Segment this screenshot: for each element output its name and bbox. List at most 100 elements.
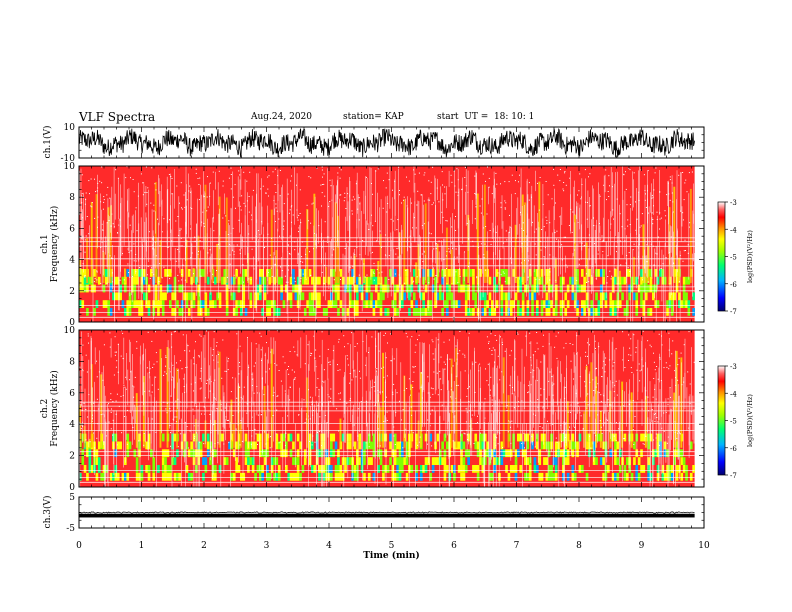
psd-speck	[682, 260, 684, 262]
psd-streak	[566, 401, 569, 448]
psd-cell	[685, 465, 688, 473]
psd-cell	[670, 472, 674, 481]
psd-speck	[640, 169, 642, 171]
psd-cell	[259, 276, 262, 285]
psd-cell	[277, 308, 281, 316]
psd-speck	[418, 172, 420, 174]
psd-speck	[103, 441, 105, 443]
psd-cell	[240, 276, 243, 285]
psd-cell	[301, 276, 305, 285]
psd-speck	[459, 331, 461, 332]
psd-cell	[675, 449, 679, 458]
psd-speck	[253, 365, 255, 367]
psd-speck	[465, 408, 467, 410]
psd-cell	[320, 433, 324, 442]
psd-speck	[466, 223, 468, 225]
psd-cell	[121, 300, 125, 308]
psd-streak	[185, 239, 188, 283]
psd-speck	[349, 399, 351, 401]
psd-speck	[165, 408, 167, 410]
psd-cell	[647, 284, 650, 293]
psd-speck	[677, 364, 679, 366]
psd-cell	[330, 465, 333, 473]
psd-speck	[520, 211, 521, 213]
psd-speck	[274, 221, 276, 222]
psd-cell	[576, 276, 579, 285]
psd-cell	[232, 292, 236, 301]
psd-speck	[483, 227, 485, 229]
psd-speck	[246, 403, 248, 405]
psd-speck	[608, 175, 610, 177]
psd-cell	[147, 465, 151, 473]
psd-speck	[256, 392, 258, 394]
psd-speck	[306, 204, 308, 206]
psd-cell	[464, 269, 468, 277]
psd-speck	[683, 250, 685, 252]
psd-speck	[225, 215, 227, 217]
psd-speck	[577, 402, 579, 404]
psd-cell	[583, 300, 586, 308]
psd-speck	[100, 282, 102, 284]
psd-speck	[302, 261, 304, 263]
psd-speck	[411, 336, 413, 338]
psd-speck	[291, 175, 292, 177]
psd-speck	[300, 261, 302, 262]
psd-cell	[517, 284, 520, 293]
ylabel-line2: Frequency (kHz)	[49, 370, 60, 447]
psd-cell	[531, 284, 534, 293]
psd-speck	[136, 230, 138, 232]
psd-cell	[396, 472, 399, 481]
psd-cell	[602, 276, 605, 285]
psd-cell	[547, 449, 551, 458]
psd-cell	[339, 472, 343, 481]
psd-cell	[545, 276, 549, 285]
psd-speck	[435, 248, 437, 250]
psd-speck	[457, 194, 459, 196]
psd-speck	[479, 363, 481, 365]
psd-speck	[239, 345, 241, 347]
psd-cell	[640, 300, 643, 308]
psd-speck	[109, 197, 111, 199]
psd-speck	[151, 384, 153, 386]
psd-cell	[133, 284, 137, 293]
psd-cell	[256, 284, 260, 293]
psd-speck	[122, 395, 124, 396]
psd-speck	[203, 443, 205, 445]
psd-streak	[211, 264, 214, 283]
psd-cell	[235, 308, 238, 316]
psd-cell	[365, 284, 369, 293]
psd-speck	[228, 220, 230, 222]
psd-speck	[569, 177, 571, 179]
psd-speck	[427, 419, 429, 421]
psd-cell	[266, 433, 269, 442]
psd-speck	[235, 268, 237, 270]
psd-speck	[542, 345, 544, 347]
psd-speck	[289, 399, 291, 401]
psd-cell	[578, 465, 582, 473]
psd-cell	[540, 472, 544, 481]
psd-speck	[562, 188, 564, 190]
psd-speck	[304, 422, 306, 423]
psd-cell	[337, 449, 340, 458]
psd-cell	[670, 292, 674, 301]
psd-speck	[181, 207, 182, 209]
psd-cell	[675, 465, 679, 473]
psd-streak	[204, 184, 207, 283]
psd-cell	[365, 300, 369, 308]
psd-speck	[176, 185, 178, 187]
psd-cell	[438, 292, 442, 301]
psd-speck	[511, 420, 513, 422]
psd-cell	[614, 308, 617, 316]
psd-cell	[434, 292, 437, 301]
psd-cell	[483, 300, 487, 308]
psd-speck	[562, 432, 564, 434]
psd-speck	[432, 353, 434, 355]
psd-speck	[262, 185, 264, 187]
psd-speck	[521, 243, 523, 244]
psd-speck	[132, 385, 134, 387]
psd-cell	[348, 300, 352, 308]
psd-cell	[259, 441, 262, 450]
psd-cell	[121, 472, 125, 481]
psd-speck	[490, 376, 492, 378]
psd-speck	[625, 188, 627, 190]
